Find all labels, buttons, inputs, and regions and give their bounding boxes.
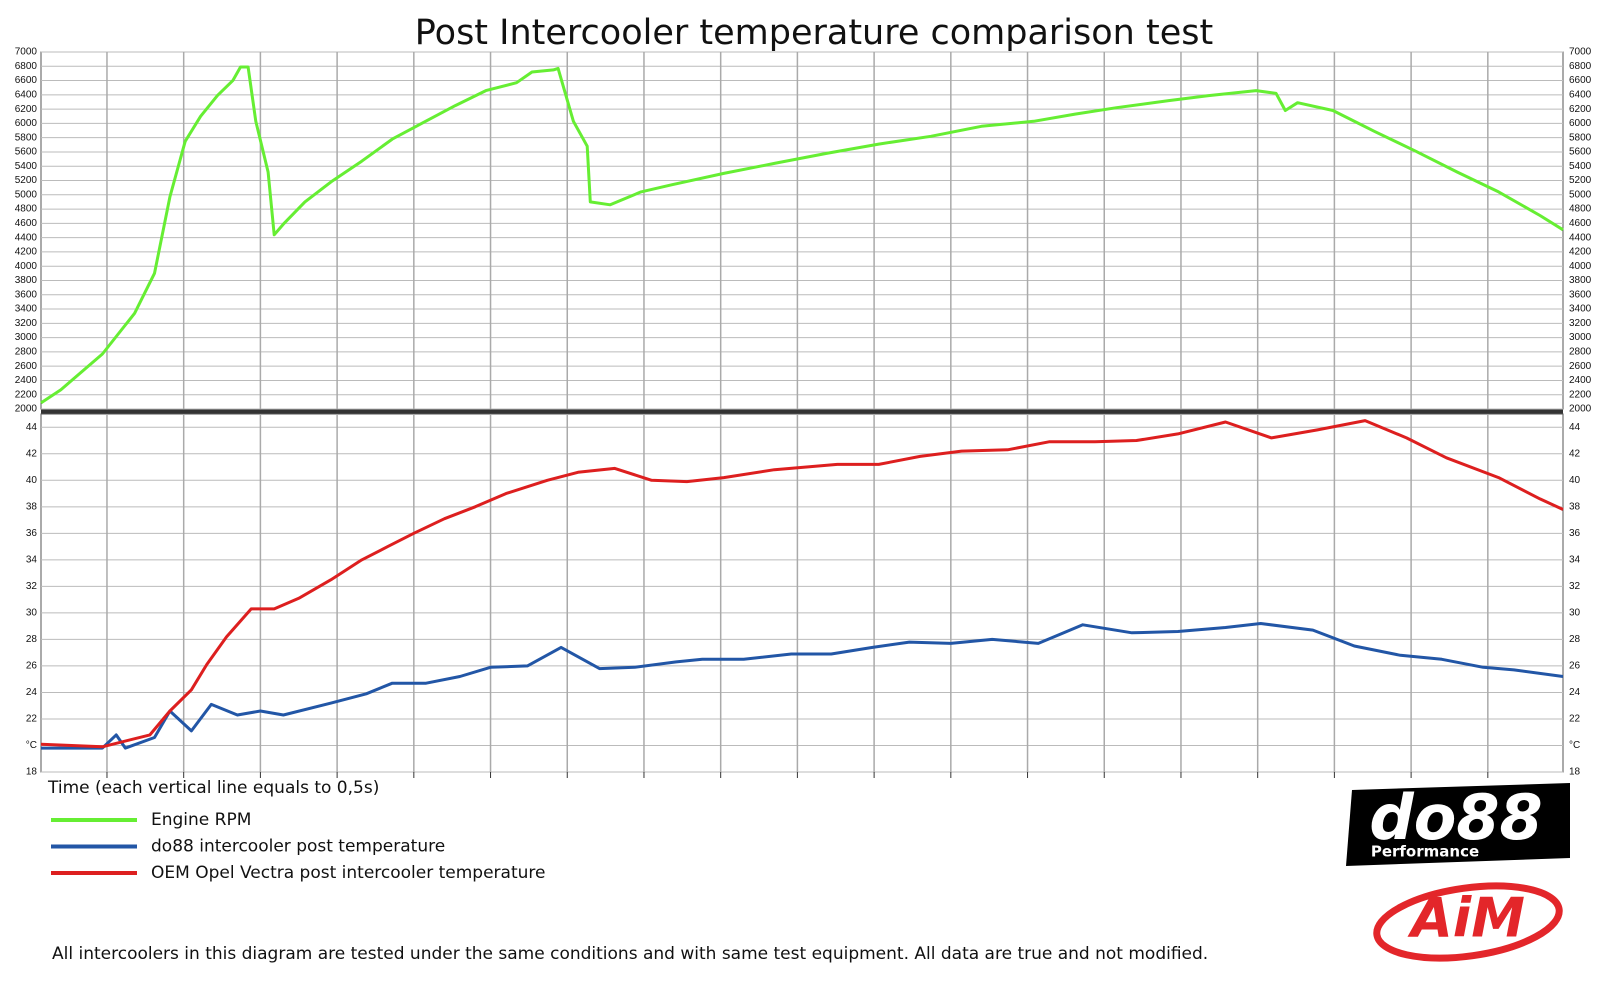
y-tick-label: 24 <box>26 687 38 698</box>
y-tick-label: 3000 <box>15 332 38 343</box>
y-tick-label-right: 22 <box>1569 714 1581 725</box>
y-tick-label: 5400 <box>15 161 38 172</box>
logo-box <box>1346 783 1570 866</box>
y-tick-label-right: 2000 <box>1569 404 1592 415</box>
logo-text: Performance <box>1371 843 1479 861</box>
y-tick-label-right: 6800 <box>1569 61 1592 72</box>
y-tick-label-right: 38 <box>1569 501 1581 512</box>
y-tick-label: 4800 <box>15 204 38 215</box>
y-tick-label: 42 <box>26 448 38 459</box>
y-tick-label-right: 4200 <box>1569 247 1592 258</box>
y-tick-label: 6200 <box>15 104 38 115</box>
y-tick-label-right: 32 <box>1569 581 1581 592</box>
y-tick-label: 4200 <box>15 247 38 258</box>
y-tick-label: 6000 <box>15 118 38 129</box>
y-tick-label-right: 3200 <box>1569 318 1592 329</box>
y-tick-label-right: 5800 <box>1569 132 1592 143</box>
y-tick-label: 6600 <box>15 75 38 86</box>
y-tick-label: 3600 <box>15 289 38 300</box>
y-tick-label: 22 <box>26 714 38 725</box>
y-tick-label-right: 3800 <box>1569 275 1592 286</box>
y-tick-label-right: 2800 <box>1569 347 1592 358</box>
data-line <box>40 419 1564 749</box>
y-tick-label-right: 30 <box>1569 608 1581 619</box>
y-tick-label: 7000 <box>15 47 38 58</box>
y-tick-label: 36 <box>26 528 38 539</box>
y-tick-label-right: 3600 <box>1569 289 1592 300</box>
y-tick-label-right: 7000 <box>1569 47 1592 58</box>
y-tick-label: 3400 <box>15 304 38 315</box>
y-tick-label: 2600 <box>15 361 38 372</box>
y-tick-label-right: 2200 <box>1569 389 1592 400</box>
y-tick-label-right: 6000 <box>1569 118 1592 129</box>
y-tick-label: 2000 <box>15 404 38 415</box>
y-tick-label-right: 4600 <box>1569 218 1592 229</box>
y-tick-label-right: 6400 <box>1569 89 1592 100</box>
plot-area <box>40 51 1564 410</box>
y-tick-label-right: 4400 <box>1569 232 1592 243</box>
legend-label: Engine RPM <box>151 810 251 830</box>
y-tick-label-right: 36 <box>1569 528 1581 539</box>
y-tick-label-right: 5200 <box>1569 175 1592 186</box>
y-tick-label-right: 2400 <box>1569 375 1592 386</box>
y-tick-label: 5800 <box>15 132 38 143</box>
y-tick-label-right: 42 <box>1569 448 1581 459</box>
y-tick-label: 2200 <box>15 389 38 400</box>
y-tick-label-right: 18 <box>1569 767 1581 778</box>
logo-ring <box>1373 882 1563 962</box>
y-tick-label: 5000 <box>15 189 38 200</box>
y-tick-label-right: 2600 <box>1569 361 1592 372</box>
aim-logo: AiM <box>1373 882 1563 962</box>
y-tick-label: 38 <box>26 501 38 512</box>
y-tick-label: 44 <box>26 422 38 433</box>
y-tick-label: 28 <box>26 634 38 645</box>
y-tick-label-right: 3400 <box>1569 304 1592 315</box>
y-tick-label-right: 6200 <box>1569 104 1592 115</box>
footnote: All intercoolers in this diagram are tes… <box>52 944 1208 964</box>
y-tick-label-right: 5000 <box>1569 189 1592 200</box>
plots: 2000 2000 2200 2200 2400 2400 2600 2600 2800 2800… <box>15 47 1592 883</box>
data-line <box>40 65 1564 405</box>
y-tick-label-right: 28 <box>1569 634 1581 645</box>
y-tick-label-right: 5600 <box>1569 147 1592 158</box>
y-tick-label-right: 26 <box>1569 661 1581 672</box>
y-tick-label: 26 <box>26 661 38 672</box>
logo-text: AiM <box>1407 887 1525 950</box>
y-tick-label: 30 <box>26 608 38 619</box>
legend-label: do88 intercooler post temperature <box>151 837 445 857</box>
y-tick-label-right: 44 <box>1569 422 1581 433</box>
y-tick-label-right: 40 <box>1569 475 1581 486</box>
y-tick-label: 2800 <box>15 347 38 358</box>
y-tick-label: 4000 <box>15 261 38 272</box>
y-tick-label-right: 3000 <box>1569 332 1592 343</box>
legend-label: OEM Opel Vectra post intercooler tempera… <box>151 863 545 883</box>
logo-text: do88 <box>1369 781 1542 854</box>
y-tick-label: 4600 <box>15 218 38 229</box>
y-tick-label: 6400 <box>15 89 38 100</box>
y-tick-label: 32 <box>26 581 38 592</box>
chart-title: Post Intercooler temperature comparison … <box>415 13 1213 53</box>
y-tick-label: 40 <box>26 475 38 486</box>
y-tick-label-right: 34 <box>1569 554 1581 565</box>
y-tick-label-right: 4000 <box>1569 261 1592 272</box>
y-tick-label: 6800 <box>15 61 38 72</box>
x-axis-label: Time (each vertical line equals to 0,5s) <box>47 778 379 798</box>
y-tick-label: 5600 <box>15 147 38 158</box>
y-tick-label-right: 4800 <box>1569 204 1592 215</box>
y-tick-label: 2400 <box>15 375 38 386</box>
y-tick-label: 5200 <box>15 175 38 186</box>
do88-logo: do88 Performance <box>1346 781 1570 866</box>
y-tick-label-right: 24 <box>1569 687 1581 698</box>
y-tick-label-right: 6600 <box>1569 75 1592 86</box>
data-line <box>41 622 1564 750</box>
y-tick-label: 18 <box>26 767 38 778</box>
y-tick-label: 4400 <box>15 232 38 243</box>
y-tick-label: 3200 <box>15 318 38 329</box>
y-tick-label: 3800 <box>15 275 38 286</box>
y-tick-label: °C <box>26 740 37 751</box>
y-tick-label-right: °C <box>1569 740 1580 751</box>
y-tick-label-right: 5400 <box>1569 161 1592 172</box>
y-tick-label: 34 <box>26 554 38 565</box>
